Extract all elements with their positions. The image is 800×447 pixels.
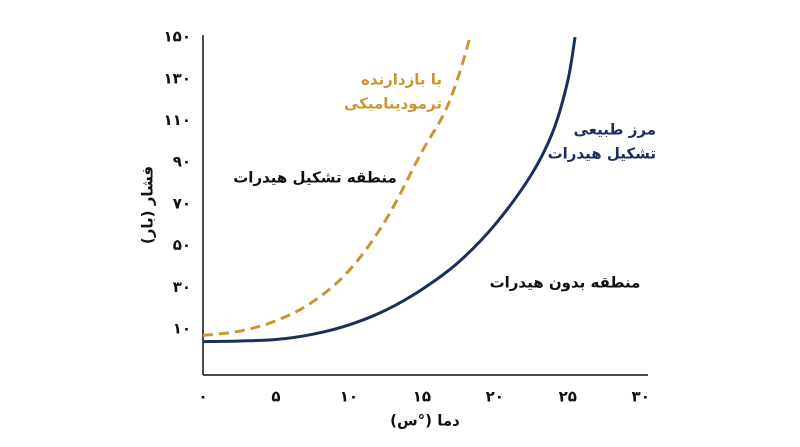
line-series bbox=[202, 36, 577, 344]
y-tick-label: ۷۰ bbox=[173, 194, 191, 212]
y-axis-label: فشار (بار) bbox=[139, 166, 157, 244]
x-tick-label: ۱۰ bbox=[340, 388, 358, 406]
y-tick-label: ۱۵۰ bbox=[164, 28, 191, 46]
x-tick-label: ۲۰ bbox=[486, 388, 504, 406]
line-series bbox=[202, 36, 472, 337]
x-tick-label: ۱۵ bbox=[413, 388, 431, 406]
y-tick-label: ۵۰ bbox=[173, 236, 191, 254]
y-tick-label: ۳۰ bbox=[173, 278, 191, 296]
y-tick-label: ۱۳۰ bbox=[164, 69, 191, 87]
y-tick-label: ۱۱۰ bbox=[164, 111, 191, 129]
annotation: ترمودینامیکی bbox=[344, 95, 442, 113]
annotation: تشکیل هیدرات bbox=[548, 145, 656, 163]
x-tick-label: ۵ bbox=[271, 388, 280, 406]
x-tick-label: ۲۵ bbox=[559, 388, 577, 406]
annotation: با بازدارنده bbox=[361, 71, 442, 89]
x-tick-label: ۰ bbox=[198, 388, 207, 406]
x-tick-label: ۳۰ bbox=[632, 388, 650, 406]
annotation: مرز طبیعی bbox=[574, 121, 657, 139]
x-axis-label: دما (°س) bbox=[390, 412, 460, 430]
y-tick-label: ۹۰ bbox=[173, 153, 191, 171]
annotation: منطقه بدون هیدرات bbox=[490, 274, 641, 292]
annotation: منطقه تشکیل هیدرات bbox=[233, 169, 397, 187]
y-tick-label: ۱۰ bbox=[173, 320, 191, 338]
